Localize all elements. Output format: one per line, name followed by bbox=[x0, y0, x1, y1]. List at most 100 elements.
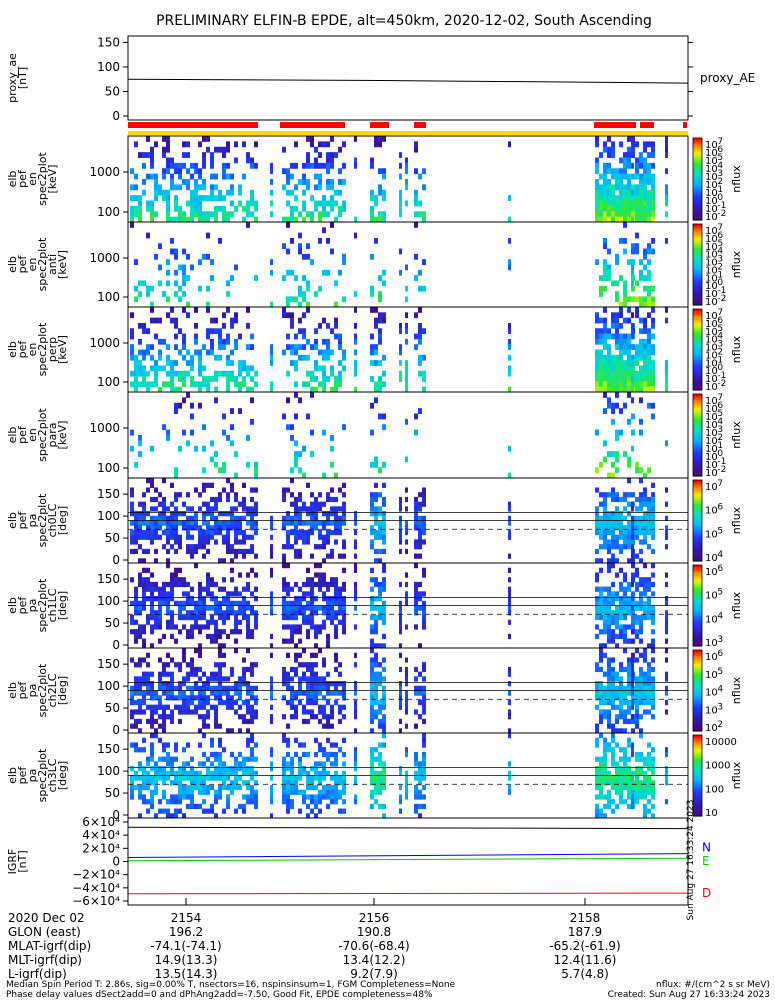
colorbar-swatch bbox=[693, 577, 702, 580]
colorbar-swatch bbox=[693, 250, 702, 253]
pitch-angle-cell bbox=[314, 766, 318, 772]
spectrogram-cell bbox=[226, 173, 230, 180]
pitch-angle-cell bbox=[254, 662, 258, 668]
pitch-angle-cell bbox=[142, 586, 146, 592]
pitch-angle-cell bbox=[298, 605, 302, 611]
pitch-angle-cell bbox=[374, 629, 378, 635]
pa-ytick-label: 50 bbox=[105, 531, 120, 545]
pitch-angle-cell bbox=[162, 747, 166, 753]
pitch-angle-cell bbox=[378, 723, 382, 729]
spectrogram-cell bbox=[326, 354, 330, 361]
spectrogram-cell bbox=[635, 216, 639, 223]
pitch-angle-cell bbox=[651, 515, 655, 521]
pitch-angle-cell bbox=[651, 492, 655, 498]
pitch-angle-cell bbox=[615, 496, 619, 503]
spectrogram-cell bbox=[342, 253, 346, 260]
pitch-angle-cell bbox=[214, 496, 218, 503]
pitch-angle-cell bbox=[158, 808, 162, 814]
pitch-angle-cell bbox=[138, 784, 142, 791]
pitch-angle-cell bbox=[222, 652, 226, 658]
pitch-angle-cell bbox=[603, 794, 607, 800]
pitch-angle-cell bbox=[338, 586, 342, 592]
spectrogram-cell bbox=[378, 338, 382, 345]
pitch-angle-cell bbox=[146, 577, 150, 583]
pitch-angle-cell bbox=[146, 596, 150, 602]
spectrogram-cell bbox=[310, 136, 314, 142]
spectrogram-cell bbox=[627, 360, 631, 366]
pitch-angle-cell bbox=[595, 577, 599, 583]
pitch-angle-cell bbox=[615, 558, 619, 564]
spectrogram-cell bbox=[138, 370, 142, 377]
pitch-angle-cell bbox=[422, 529, 426, 536]
pitch-angle-cell bbox=[286, 737, 290, 743]
spectrogram-cell bbox=[226, 291, 230, 297]
pitch-angle-cell bbox=[627, 690, 631, 696]
colorbar-swatch bbox=[693, 552, 702, 556]
pitch-angle-cell bbox=[150, 520, 154, 526]
pitch-angle-cell bbox=[399, 520, 402, 526]
pitch-angle-cell bbox=[298, 770, 302, 776]
pitch-angle-cell bbox=[603, 695, 607, 701]
pitch-angle-cell bbox=[234, 586, 238, 592]
pitch-angle-cell bbox=[254, 596, 258, 602]
spectrogram-cell bbox=[627, 333, 631, 340]
pitch-angle-cell bbox=[599, 596, 603, 602]
spectrogram-cell bbox=[210, 328, 214, 335]
pitch-angle-cell bbox=[414, 803, 418, 810]
spectrogram-cell bbox=[174, 360, 178, 366]
spectrogram-cell bbox=[222, 195, 226, 201]
pitch-angle-cell bbox=[166, 596, 170, 602]
colorbar-swatch bbox=[693, 524, 702, 528]
pitch-angle-cell bbox=[238, 619, 242, 625]
pitch-angle-cell bbox=[595, 794, 599, 800]
pitch-angle-cell bbox=[599, 605, 603, 611]
panel-7-ylabel-line: [deg] bbox=[56, 676, 69, 705]
pitch-angle-cell bbox=[318, 681, 322, 687]
pitch-angle-cell bbox=[651, 770, 655, 776]
colorbar-tick-label: 10 bbox=[705, 242, 718, 253]
spectrogram-cell bbox=[170, 370, 174, 377]
pitch-angle-cell bbox=[250, 718, 254, 725]
spectrogram-cell bbox=[399, 344, 402, 350]
pitch-angle-cell bbox=[615, 544, 619, 550]
spectrogram-cell bbox=[174, 402, 178, 409]
pitch-angle-cell bbox=[230, 482, 234, 488]
spectrogram-cell bbox=[342, 349, 346, 356]
pitch-angle-cell bbox=[374, 511, 378, 517]
pitch-angle-cell bbox=[422, 794, 426, 800]
spectrogram-cell bbox=[302, 189, 306, 196]
spectrogram-cell bbox=[314, 386, 318, 393]
spectrogram-cell bbox=[603, 195, 607, 201]
pitch-angle-cell bbox=[370, 709, 374, 715]
pitch-angle-cell bbox=[190, 775, 194, 781]
pitch-angle-cell bbox=[378, 605, 382, 611]
pitch-angle-cell bbox=[322, 770, 326, 776]
pitch-angle-cell bbox=[254, 610, 258, 616]
colorbar-tick-exponent: 4 bbox=[717, 161, 723, 171]
pitch-angle-cell bbox=[310, 614, 314, 621]
spectrogram-cell bbox=[599, 349, 603, 356]
spectrogram-cell bbox=[647, 179, 651, 185]
pitch-angle-cell bbox=[146, 770, 150, 776]
pitch-angle-cell bbox=[194, 525, 198, 531]
spectrogram-cell bbox=[162, 152, 166, 158]
pitch-angle-cell bbox=[250, 520, 254, 526]
pitch-angle-cell bbox=[330, 761, 334, 767]
spectrogram-cell bbox=[202, 211, 206, 218]
spectrogram-cell bbox=[611, 312, 615, 319]
pitch-angle-cell bbox=[218, 643, 222, 649]
spectrogram-cell bbox=[643, 173, 647, 180]
pitch-angle-cell bbox=[378, 511, 382, 517]
pitch-angle-cell bbox=[286, 544, 290, 550]
pitch-angle-cell bbox=[270, 714, 273, 720]
colorbar-swatch bbox=[693, 516, 702, 520]
spectrogram-cell bbox=[314, 200, 318, 207]
pitch-angle-cell bbox=[639, 605, 643, 611]
spectrogram-cell bbox=[631, 333, 634, 340]
pitch-angle-cell bbox=[595, 728, 599, 734]
spectrogram-cell bbox=[174, 205, 178, 212]
pitch-angle-cell bbox=[374, 699, 378, 706]
pitch-angle-cell bbox=[627, 676, 631, 682]
pitch-angle-cell bbox=[218, 775, 222, 781]
spectrogram-cell bbox=[322, 269, 326, 276]
